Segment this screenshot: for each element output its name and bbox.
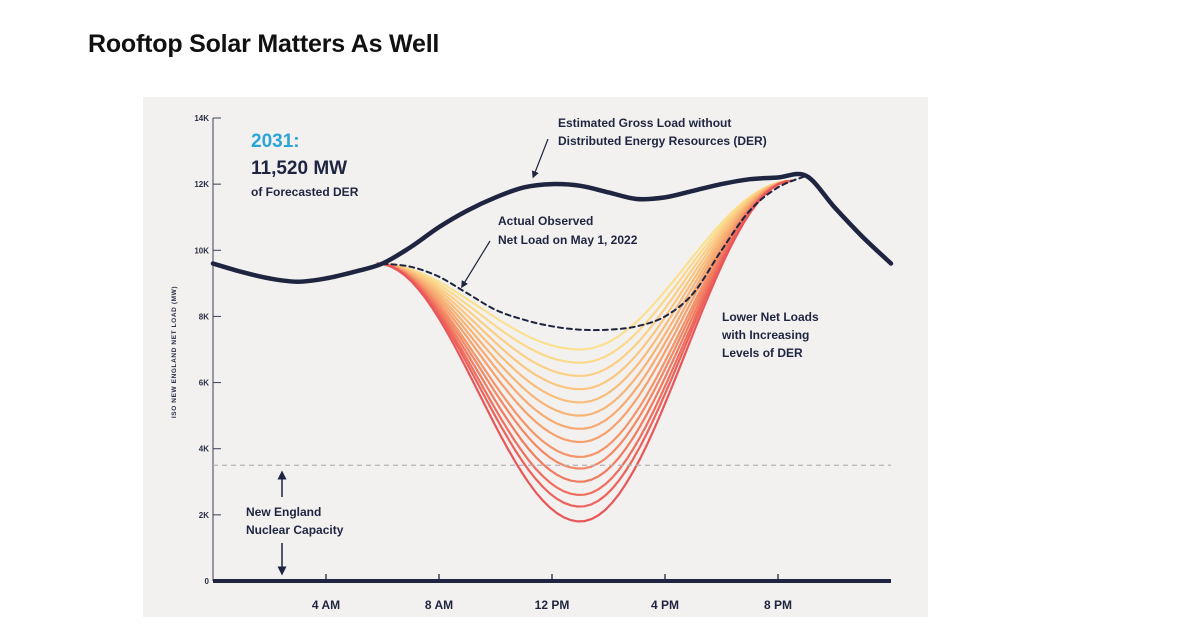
der-levels-label-line-1: Lower Net Loads	[722, 310, 819, 324]
der-level-curve	[376, 179, 793, 430]
gross-load-line	[210, 171, 894, 284]
nuclear-capacity-label-line-2: Nuclear Capacity	[246, 523, 344, 537]
y-tick-label: 14K	[194, 114, 209, 123]
der-level-curve	[376, 179, 793, 417]
y-axis-title: ISO NEW ENGLAND NET LOAD (MW)	[171, 286, 178, 418]
der-level-curves	[376, 179, 793, 523]
observed-net-load-line	[381, 174, 808, 332]
series-lines	[210, 171, 894, 332]
gross-load-label: Estimated Gross Load without Distributed…	[558, 116, 767, 148]
der-level-curve	[376, 179, 793, 378]
gross-load-label-line-1: Estimated Gross Load without	[558, 116, 731, 130]
der-level-curve	[376, 179, 793, 508]
y-tick-label: 8K	[199, 312, 209, 321]
der-level-curve	[376, 179, 793, 497]
der-level-curve	[376, 179, 793, 470]
x-tick-label: 4 AM	[312, 598, 340, 612]
nuclear-capacity-label-line-1: New England	[246, 505, 321, 519]
x-tick-label: 8 AM	[425, 598, 453, 612]
slide-title: Rooftop Solar Matters As Well	[88, 30, 440, 58]
y-tick-label: 0	[205, 577, 210, 586]
y-tick-label: 4K	[199, 445, 209, 454]
observed-net-load-pointer	[461, 240, 491, 289]
der-level-curve	[376, 179, 793, 483]
x-tick-label: 4 PM	[651, 598, 679, 612]
observed-net-load-label-line-1: Actual Observed	[498, 214, 593, 228]
headline-value: 11,520 MW	[251, 158, 347, 179]
gross-load-label-line-2: Distributed Energy Resources (DER)	[558, 134, 767, 148]
observed-net-load-label-line-2: Net Load on May 1, 2022	[498, 233, 638, 247]
headline-caption: of Forecasted DER	[251, 185, 359, 199]
y-tick-label: 6K	[199, 379, 209, 388]
observed-net-load-label: Actual Observed Net Load on May 1, 2022	[498, 214, 638, 247]
der-level-curve	[376, 179, 793, 523]
der-level-curve	[376, 179, 793, 364]
der-level-curve	[376, 179, 793, 391]
der-level-curve	[376, 179, 793, 404]
y-tick-label: 2K	[199, 511, 209, 520]
der-levels-label: Lower Net Loads with Increasing Levels o…	[721, 310, 822, 360]
headline-year: 2031:	[251, 131, 300, 152]
der-level-curve	[376, 179, 793, 444]
x-tick-label: 8 PM	[764, 598, 792, 612]
x-tick-label: 12 PM	[535, 598, 570, 612]
nuclear-capacity-label: New England Nuclear Capacity	[246, 505, 344, 537]
reference-lines	[213, 464, 891, 583]
y-tick-label: 10K	[194, 246, 209, 255]
der-levels-label-line-3: Levels of DER	[722, 346, 803, 360]
der-level-curve	[376, 179, 793, 351]
chart-panel: 0 2K 4K 6K 8K 10K 12K 14K 4 AM 8 AM 12 PM 4 PM 8 PM …	[143, 97, 928, 617]
gross-load-pointer	[531, 138, 549, 179]
der-levels-label-line-2: with Increasing	[721, 328, 809, 342]
y-tick-label: 12K	[194, 180, 209, 189]
